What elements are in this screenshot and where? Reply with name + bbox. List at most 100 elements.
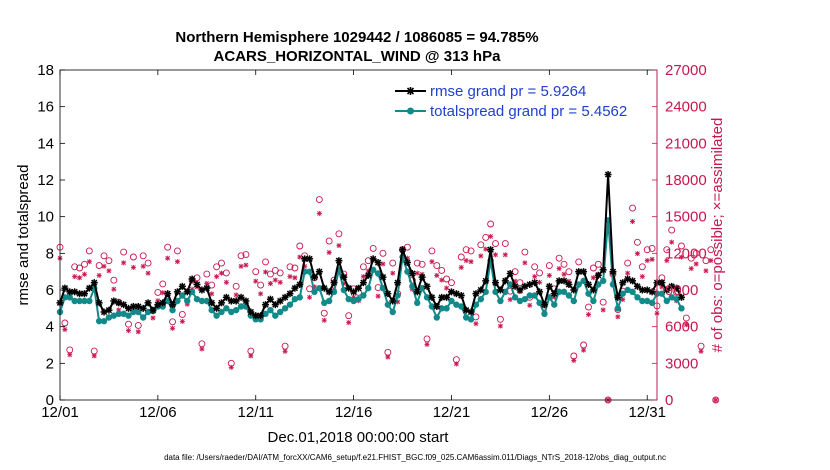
obs-assimilated-marker [625,270,631,276]
rmse-point [173,288,181,296]
obs-possible-marker [100,252,108,260]
rmse-point [467,308,475,316]
y-tick-label: 4 [46,319,54,336]
obs-possible-marker [492,240,499,248]
obs-possible-marker [252,268,260,276]
rmse-point [550,290,558,298]
y2-tick-label: 6000 [665,319,698,336]
totalspread-point [135,308,142,316]
rmse-point [330,279,338,287]
obs-assimilated-marker [708,258,714,264]
rmse-point [310,273,318,281]
obs-possible-marker [663,246,671,254]
totalspread-point [433,314,440,321]
totalspread-point [551,301,558,308]
obs-assimilated-marker [615,314,621,320]
totalspread-point [467,316,475,323]
rmse-point [457,292,465,299]
rmse-point [164,290,172,298]
totalspread-point [125,312,132,319]
totalspread-point [644,297,651,305]
totalspread-point [139,314,147,321]
obs-possible-marker [467,247,475,255]
rmse-point [359,279,367,287]
chart-subtitle: ACARS_HORIZONTAL_WIND @ 313 hPa [214,48,502,65]
obs-assimilated-marker [140,263,146,269]
obs-assimilated-marker [297,254,303,260]
obs-assimilated-marker [321,317,327,323]
obs-possible-marker [173,247,181,255]
rmse-point [673,284,681,292]
rmse-point [232,297,240,305]
legend-rmse-marker [406,87,415,95]
rmse-point [643,286,651,294]
obs-possible-marker [218,259,225,267]
totalspread-point [599,277,607,285]
totalspread-point [394,292,401,299]
totalspread-point [462,314,470,321]
rmse-point [149,306,157,314]
obs-possible-marker [448,279,455,287]
totalspread-point [223,305,230,312]
totalspread-point [453,301,460,308]
rmse-point [364,271,372,279]
obs-assimilated-marker [238,263,244,269]
totalspread-point [291,295,299,303]
totalspread-point [526,292,533,299]
y-axis-label: rmse and totalspread [15,165,32,306]
rmse-point [276,297,284,305]
rmse-point [477,286,485,294]
y-tick-label: 18 [37,62,54,79]
obs-assimilated-marker [326,249,332,255]
totalspread-point [355,295,362,303]
totalspread-point [497,297,504,305]
totalspread-point [668,294,675,301]
totalspread-point [71,297,78,305]
y2-tick-label: 9000 [665,282,698,299]
obs-possible-marker [237,252,245,260]
obs-assimilated-marker [561,271,567,277]
rmse-point [408,270,416,277]
totalspread-point [565,292,573,299]
obs-assimilated-marker [272,277,278,283]
rmse-point [95,299,103,307]
totalspread-point [448,297,455,305]
obs-assimilated-marker [463,258,469,264]
totalspread-point [365,284,372,292]
y-tick-label: 12 [37,172,54,189]
obs-assimilated-marker [145,270,151,276]
y-tick-label: 10 [37,209,54,226]
obs-possible-marker [81,260,88,268]
obs-possible-marker [76,264,84,272]
rmse-point [345,284,353,292]
rmse-point [242,297,250,305]
rmse-point [203,284,211,292]
totalspread-point [86,297,93,305]
obs-possible-marker [178,310,186,318]
obs-assimilated-marker [174,259,180,265]
obs-possible-marker [629,204,636,212]
obs-possible-marker [643,246,651,254]
rmse-point [501,277,509,285]
obs-possible-marker [599,298,607,306]
obs-assimilated-marker [502,252,508,258]
obs-possible-marker [433,262,441,270]
obs-possible-marker [257,281,265,289]
rmse-point [531,279,539,287]
obs-assimilated-marker [233,292,239,298]
obs-possible-marker [594,260,602,268]
obs-possible-marker [291,264,299,272]
y2-tick-label: 18000 [665,172,707,189]
rmse-point [648,288,656,296]
obs-possible-marker [276,269,284,277]
rmse-point [315,268,323,276]
obs-assimilated-marker [263,269,269,275]
obs-possible-marker [531,263,539,271]
y2-tick-label: 0 [665,392,673,409]
obs-possible-marker [536,269,544,277]
rmse-point [487,246,495,254]
rmse-point [492,279,500,287]
obs-assimilated-marker [546,272,552,278]
obs-possible-marker [443,275,451,283]
legend-rmse-label: rmse grand pr = 5.9264 [430,83,586,100]
